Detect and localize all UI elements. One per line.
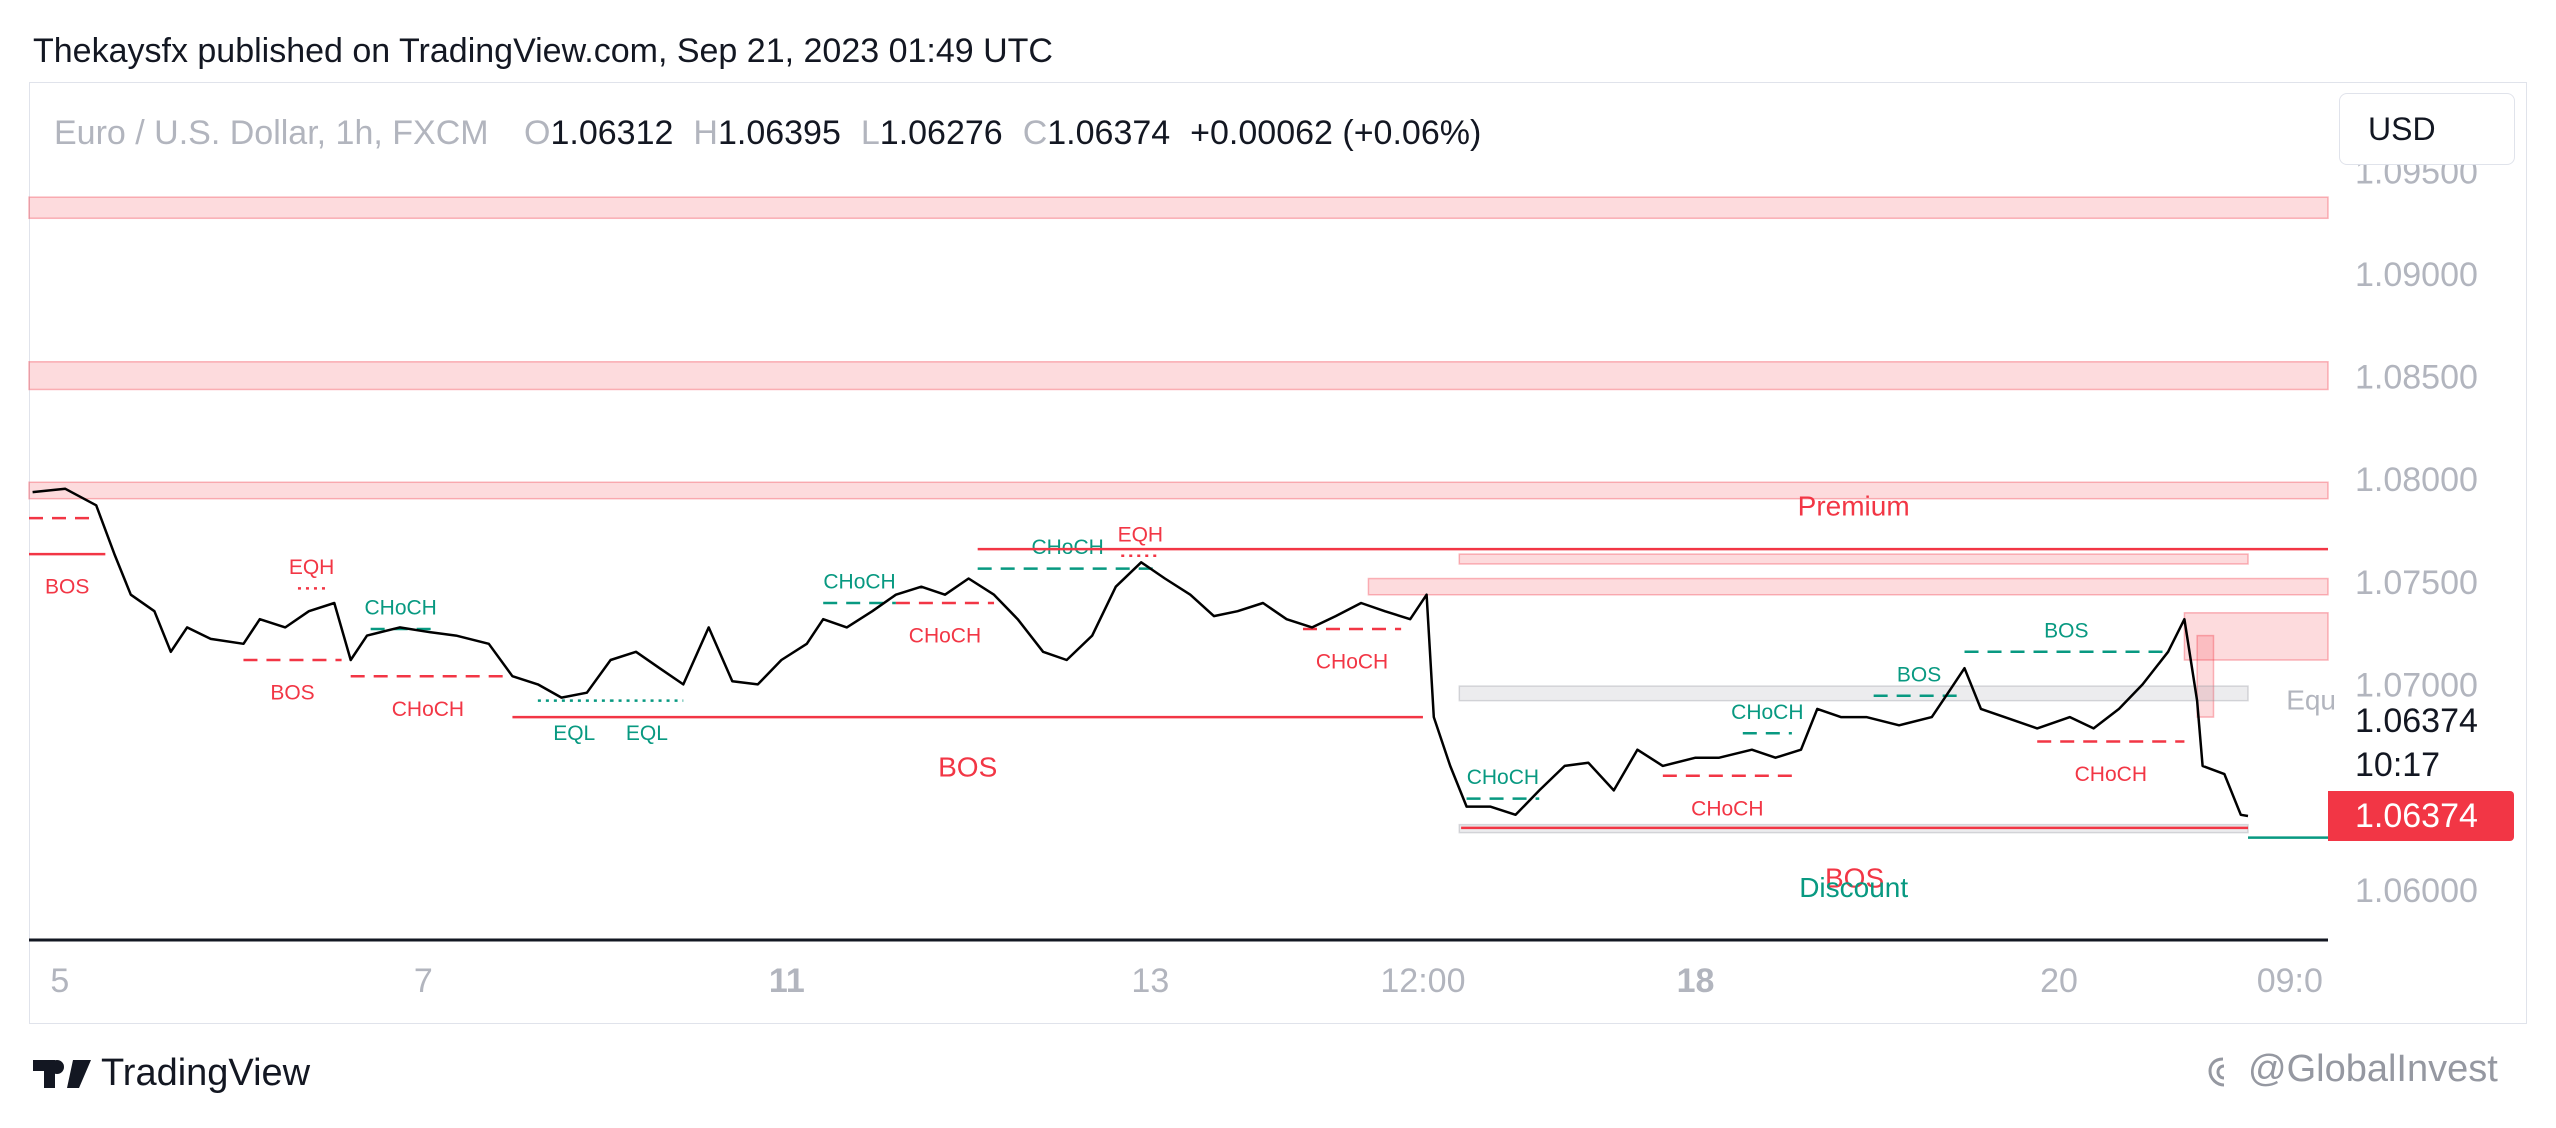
ohlc-value: 1.06276 <box>879 114 1003 152</box>
watermark: @GlobalInvest <box>2248 1048 2498 1090</box>
level-label: BOS <box>1825 862 1884 893</box>
level-label: CHoCH <box>823 571 895 594</box>
x-tick: 18 <box>1677 962 1715 1000</box>
level-label: CHoCH <box>364 597 436 620</box>
ohlc-label: L <box>860 114 880 152</box>
level-label: EQL <box>553 722 595 745</box>
x-tick-label: 20 <box>2040 962 2078 1000</box>
x-tick: 12:00 <box>1380 962 1465 1000</box>
x-tick-label: 5 <box>50 962 69 1000</box>
level-label: CHoCH <box>909 625 981 648</box>
zone <box>1367 577 2329 596</box>
level-label: BOS <box>2044 619 2088 642</box>
level-label: EQH <box>289 556 335 579</box>
zone <box>28 196 2329 220</box>
zone <box>2183 612 2329 661</box>
y-tick: 1.06000 <box>2355 872 2478 910</box>
x-tick: 11 <box>769 962 805 1000</box>
countdown: 10:17 <box>2355 746 2441 784</box>
symbol: Euro / U.S. Dollar, 1h, FXCM <box>54 114 489 152</box>
annotation: Premium <box>1798 491 1910 522</box>
zone <box>28 361 2329 391</box>
legend: Euro / U.S. Dollar, 1h, FXCM O1.06312 H1.… <box>54 114 1482 153</box>
x-tick: 5 <box>50 962 69 1000</box>
y-tick-label: 1.09000 <box>2355 256 2478 294</box>
level-label: BOS <box>45 576 89 599</box>
y-tick-label: 1.06000 <box>2355 872 2478 910</box>
x-tick-label: 09:0 <box>2257 962 2323 1000</box>
level-label: BOS <box>270 682 314 705</box>
price-line <box>32 487 2249 818</box>
y-tick: 1.09000 <box>2355 256 2478 294</box>
level-label: CHoCH <box>1031 536 1103 559</box>
last-price-tag: 1.06374 <box>2328 791 2514 842</box>
x-tick-label: 13 <box>1131 962 1169 1000</box>
ohlc-value: 1.06395 <box>717 114 841 152</box>
y-tick-label: 1.07500 <box>2355 564 2478 602</box>
zone <box>2196 634 2215 718</box>
annotation: Equ <box>2286 685 2336 716</box>
y-tick: 1.07000 <box>2355 667 2478 705</box>
zone <box>28 481 2329 500</box>
tv-logo <box>33 1060 91 1088</box>
y-tick: 1.07500 <box>2355 564 2478 602</box>
brand: TradingView <box>101 1052 311 1094</box>
level-label: CHoCH <box>1691 797 1763 820</box>
level-label: BOS <box>1897 663 1941 686</box>
ohlc-label: C <box>1022 114 1048 152</box>
change: +0.00062 (+0.06%) <box>1190 114 1482 152</box>
annotation: Discount <box>1799 872 1908 903</box>
watermark-icon <box>2208 1057 2225 1087</box>
y-tick-label: 1.07000 <box>2355 667 2478 705</box>
currency-button[interactable]: USD <box>2339 93 2515 165</box>
level-label: EQL <box>626 722 668 745</box>
level-label: CHoCH <box>1467 766 1539 789</box>
last-price-text: 1.06374 <box>2355 702 2478 740</box>
x-tick-label: 12:00 <box>1380 962 1465 1000</box>
y-tick: 1.08500 <box>2355 359 2478 397</box>
x-tick: 7 <box>414 962 433 1000</box>
zone <box>1458 685 2249 702</box>
level-label: CHoCH <box>2075 763 2147 786</box>
x-tick-label: 11 <box>769 962 805 1000</box>
y-tick-label: 1.08000 <box>2355 461 2478 499</box>
level-label: CHoCH <box>1731 701 1803 724</box>
ohlc-value: 1.06312 <box>550 114 674 152</box>
x-tick-label: 18 <box>1677 962 1715 1000</box>
zone <box>1458 553 2249 565</box>
level-label: EQH <box>1118 523 1164 546</box>
x-tick-label: 7 <box>414 962 433 1000</box>
level-label: CHoCH <box>392 698 464 721</box>
x-tick: 13 <box>1131 962 1169 1000</box>
x-tick: 09:0 <box>2257 962 2323 1000</box>
ohlc-value: 1.06374 <box>1047 114 1171 152</box>
ohlc-label: H <box>693 114 718 152</box>
level-label: CHoCH <box>1316 651 1388 674</box>
level-label: BOS <box>938 751 997 782</box>
ohlc-label: O <box>524 114 551 152</box>
y-tick: 1.08000 <box>2355 461 2478 499</box>
publish-header: Thekaysfx published on TradingView.com, … <box>33 32 1053 70</box>
x-tick: 20 <box>2040 962 2078 1000</box>
y-tick-label: 1.08500 <box>2355 359 2478 397</box>
